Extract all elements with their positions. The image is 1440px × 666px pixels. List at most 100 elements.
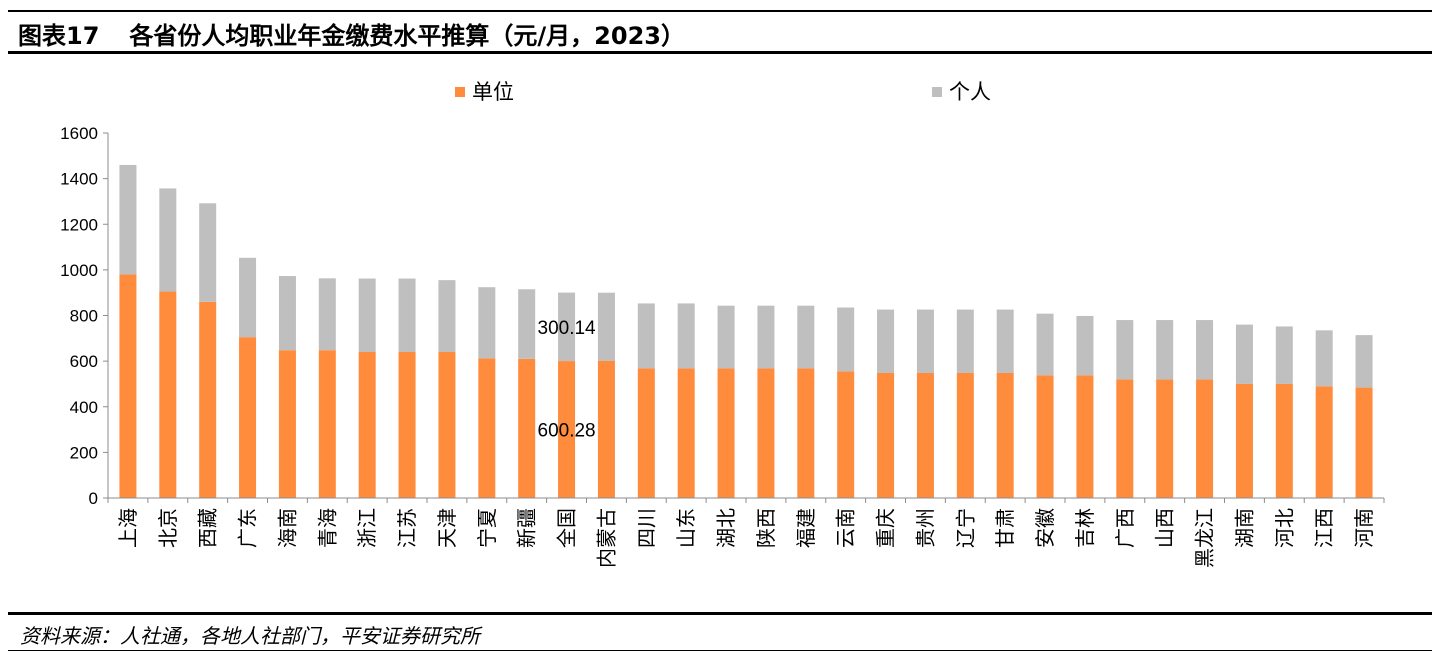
bar-individual [438, 280, 456, 352]
y-tick-label: 1600 [60, 124, 98, 143]
bar-individual [278, 276, 296, 351]
bar-individual [877, 309, 895, 373]
x-tick-label: 新疆 [515, 508, 539, 548]
bar-unit [677, 368, 695, 498]
footer-rule-bottom [8, 650, 1432, 651]
x-tick-label: 山东 [674, 508, 698, 548]
bar-unit [398, 352, 416, 498]
data-label: 300.14 [538, 318, 597, 339]
x-tick-label: 北京 [156, 508, 180, 548]
header-rule-top [8, 10, 1432, 12]
bar-individual [358, 278, 376, 352]
bar-individual [1315, 330, 1333, 387]
stacked-bar-chart: 单位 个人 0 200 400 600 800 1000 1200 1400 1600 上海 北京西… [60, 80, 1385, 568]
footer-rule [8, 612, 1432, 615]
legend-label-0: 单位 [472, 80, 514, 104]
bar-individual [956, 309, 974, 373]
bar-unit [1275, 383, 1293, 498]
bar-unit [518, 358, 536, 498]
bar-unit [996, 372, 1014, 498]
bar-unit [558, 361, 576, 498]
x-tick-label: 宁夏 [475, 508, 499, 548]
x-tick-label: 四川 [634, 508, 658, 548]
bar-unit [159, 291, 177, 498]
bar-individual [478, 287, 496, 359]
bar-individual [1076, 315, 1094, 376]
y-tick-label: 600 [70, 352, 98, 371]
y-tick-label: 800 [70, 307, 98, 326]
bar-individual [1036, 313, 1054, 376]
page-title: 图表17 各省份人均职业年金缴费水平推算（元/月，2023） [18, 16, 685, 51]
x-tick-label: 广西 [1113, 508, 1137, 548]
bar-individual [597, 292, 615, 361]
x-tick-label: 全国 [555, 508, 579, 548]
bar-individual [518, 289, 536, 359]
bar-individual [996, 309, 1014, 373]
x-tick-label: 黑龙江 [1193, 508, 1217, 568]
bar-individual [797, 305, 815, 369]
bar-individual [119, 164, 137, 275]
bar-unit [1196, 379, 1214, 498]
bar-individual [199, 203, 217, 302]
bar-individual [159, 188, 177, 292]
bar-individual [1355, 335, 1373, 388]
legend-label-1: 个人 [949, 80, 991, 104]
figure-number: 图表17 [18, 22, 100, 50]
y-tick-label: 400 [70, 398, 98, 417]
bar-unit [1235, 383, 1253, 498]
bar-individual [757, 305, 775, 369]
bar-individual [1275, 326, 1293, 384]
bar-individual [837, 307, 855, 372]
bar-unit [597, 360, 615, 498]
bar-unit [837, 371, 855, 498]
x-tick-label: 辽宁 [953, 508, 977, 548]
bar-unit [1036, 375, 1054, 498]
bar-unit [358, 352, 376, 498]
x-tick-label: 西藏 [196, 508, 220, 548]
x-tick-label: 内蒙古 [594, 508, 618, 568]
x-tick-label: 安徽 [1033, 508, 1057, 548]
bar-individual [558, 292, 576, 362]
x-tick-label: 湖北 [714, 508, 738, 548]
legend-swatch-1 [932, 87, 942, 97]
bar-individual [1235, 324, 1253, 384]
bar-unit [797, 368, 815, 498]
bar-individual [318, 278, 336, 351]
bar-unit [717, 368, 735, 498]
bar-unit [1315, 386, 1333, 498]
x-tick-label: 陕西 [754, 508, 778, 548]
bar-unit [1355, 387, 1373, 498]
y-axis: 0 200 400 600 800 1000 1200 1400 1600 [60, 124, 109, 508]
bar-unit [1116, 379, 1134, 498]
x-tick-label: 河北 [1272, 508, 1296, 548]
y-tick-label: 1000 [60, 261, 98, 280]
x-tick-label: 河南 [1352, 508, 1376, 548]
x-tick-label: 上海 [116, 508, 140, 548]
bar-individual [637, 303, 655, 369]
x-tick-label: 贵州 [913, 508, 937, 548]
bar-individual [916, 309, 934, 373]
x-tick-label: 天津 [435, 508, 459, 548]
x-tick-label: 湖南 [1232, 508, 1256, 548]
bar-unit [119, 274, 137, 498]
x-tick-label: 吉林 [1073, 508, 1097, 548]
bar-individual [717, 305, 735, 369]
bar-unit [757, 368, 775, 498]
bar-individual [398, 278, 416, 352]
bar-unit [877, 372, 895, 498]
bar-unit [199, 301, 217, 498]
x-tick-label: 福建 [794, 508, 818, 548]
y-tick-label: 1400 [60, 170, 98, 189]
bar-unit [916, 372, 934, 498]
legend-swatch-0 [455, 87, 465, 97]
x-axis: 上海 北京 西藏 广东 海南 青海 浙江 江苏 天津 宁夏 新疆 全国 内蒙古 四川 山东 湖北 陕西 福建 云南重… [107, 497, 1385, 568]
bar-individual [1116, 320, 1134, 380]
x-tick-label: 江苏 [395, 508, 419, 548]
y-tick-label: 200 [70, 443, 98, 462]
x-tick-label: 浙江 [355, 508, 379, 548]
header-rule-bottom [8, 51, 1432, 54]
legend: 单位 个人 [455, 80, 991, 104]
bar-unit [1156, 379, 1174, 498]
bar-individual [677, 303, 695, 369]
x-tick-label: 江西 [1312, 508, 1336, 548]
